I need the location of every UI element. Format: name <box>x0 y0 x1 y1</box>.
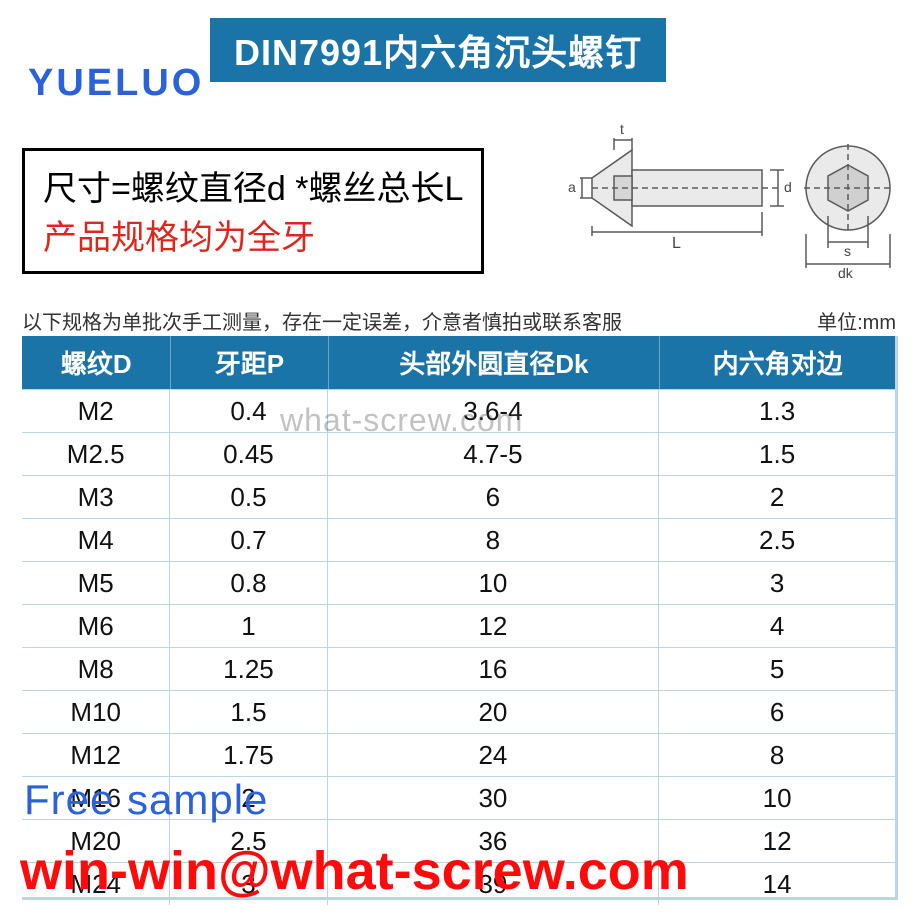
table-body: M20.43.6-41.3M2.50.454.7-51.5M30.562M40.… <box>22 389 895 905</box>
table-cell: 2 <box>659 476 895 518</box>
table-row: M30.562 <box>22 475 895 518</box>
table-header: 螺纹D 牙距P 头部外圆直径Dk 内六角对边 <box>22 336 895 389</box>
table-cell: M12 <box>22 734 170 776</box>
table-cell: 2.5 <box>659 519 895 561</box>
spec-formula-box: 尺寸=螺纹直径d *螺丝总长L 产品规格均为全牙 <box>22 148 484 274</box>
table-cell: 10 <box>659 777 895 819</box>
table-cell: M10 <box>22 691 170 733</box>
table-cell: 0.7 <box>170 519 327 561</box>
table-cell: 30 <box>328 777 660 819</box>
table-cell: 12 <box>328 605 660 647</box>
col-header-pitch: 牙距P <box>170 336 327 389</box>
screw-diagram: t a d L s dk <box>552 120 902 290</box>
contact-email: win-win@what-screw.com <box>20 840 689 902</box>
table-row: M20.43.6-41.3 <box>22 389 895 432</box>
table-cell: 1.75 <box>170 734 327 776</box>
svg-text:d: d <box>784 179 792 195</box>
table-cell: M6 <box>22 605 170 647</box>
table-row: M61124 <box>22 604 895 647</box>
col-header-hex: 内六角对边 <box>659 336 895 389</box>
spec-formula-line2: 产品规格均为全牙 <box>43 210 463 259</box>
table-cell: M2 <box>22 390 170 432</box>
table-row: M101.5206 <box>22 690 895 733</box>
spec-formula-line1: 尺寸=螺纹直径d *螺丝总长L <box>43 161 463 210</box>
free-sample-text: Free sample <box>24 776 268 824</box>
table-cell: 1.5 <box>659 433 895 475</box>
table-cell: 20 <box>328 691 660 733</box>
table-cell: 24 <box>328 734 660 776</box>
col-header-dk: 头部外圆直径Dk <box>328 336 660 389</box>
table-cell: 16 <box>328 648 660 690</box>
table-cell: 0.4 <box>170 390 327 432</box>
table-cell: 8 <box>659 734 895 776</box>
table-cell: 0.8 <box>170 562 327 604</box>
table-row: M50.8103 <box>22 561 895 604</box>
svg-text:s: s <box>844 243 851 259</box>
table-cell: 6 <box>328 476 660 518</box>
table-cell: 1.25 <box>170 648 327 690</box>
table-cell: 4 <box>659 605 895 647</box>
table-cell: 3.6-4 <box>328 390 660 432</box>
table-cell: 14 <box>659 863 895 905</box>
brand-logo: YUELUO <box>28 62 204 105</box>
measurement-note: 以下规格为单批次手工测量，存在一定误差，介意者慎拍或联系客服 <box>22 306 622 335</box>
table-row: M40.782.5 <box>22 518 895 561</box>
table-row: M121.75248 <box>22 733 895 776</box>
svg-text:dk: dk <box>838 265 854 281</box>
svg-text:L: L <box>672 235 681 252</box>
table-row: M2.50.454.7-51.5 <box>22 432 895 475</box>
table-cell: 1.3 <box>659 390 895 432</box>
unit-label: 单位:mm <box>817 306 896 335</box>
table-cell: 0.45 <box>170 433 327 475</box>
col-header-thread: 螺纹D <box>22 336 170 389</box>
table-cell: M4 <box>22 519 170 561</box>
table-row: M81.25165 <box>22 647 895 690</box>
table-cell: M8 <box>22 648 170 690</box>
table-cell: 3 <box>659 562 895 604</box>
table-cell: 1.5 <box>170 691 327 733</box>
table-cell: M5 <box>22 562 170 604</box>
note-row: 以下规格为单批次手工测量，存在一定误差，介意者慎拍或联系客服 单位:mm <box>22 306 896 335</box>
table-cell: 12 <box>659 820 895 862</box>
table-cell: M3 <box>22 476 170 518</box>
title-banner: DIN7991内六角沉头螺钉 <box>210 18 666 82</box>
table-cell: 1 <box>170 605 327 647</box>
table-cell: 10 <box>328 562 660 604</box>
table-cell: M2.5 <box>22 433 170 475</box>
table-cell: 5 <box>659 648 895 690</box>
table-cell: 8 <box>328 519 660 561</box>
svg-text:t: t <box>620 121 624 137</box>
svg-text:a: a <box>568 179 576 195</box>
table-cell: 0.5 <box>170 476 327 518</box>
table-cell: 4.7-5 <box>328 433 660 475</box>
table-cell: 6 <box>659 691 895 733</box>
